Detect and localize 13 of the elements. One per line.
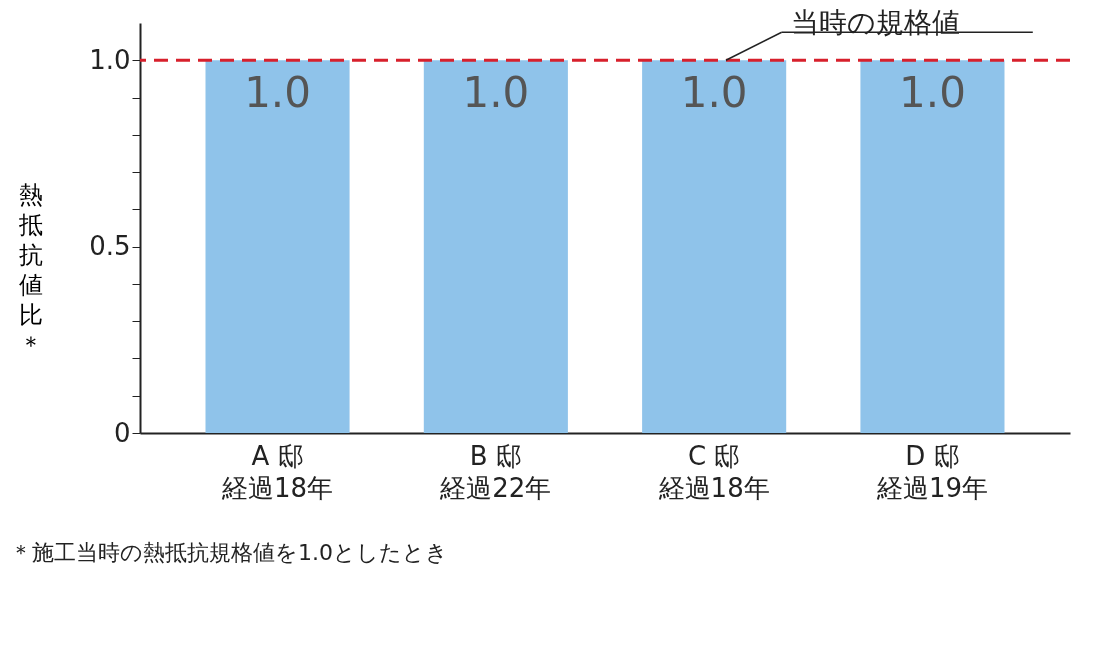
y-tick-label: 0 <box>113 417 131 448</box>
y-tick-label: 1.0 <box>89 44 131 75</box>
x-tick-label: A 邸経過18年 <box>220 440 334 503</box>
data-label: 1.0 <box>899 68 966 118</box>
y-axis-title: 熱抵抗値比＊ <box>17 180 43 359</box>
data-label: 1.0 <box>244 68 311 118</box>
x-tick-label: B 邸経過22年 <box>439 440 552 503</box>
text: ＊施工当時の熱抵抗規格値を1.0としたとき <box>10 540 448 565</box>
x-tick-label: C 邸経過18年 <box>657 440 770 503</box>
y-tick-label: 0.5 <box>89 231 131 262</box>
data-label: 1.0 <box>680 68 748 118</box>
data-label: 1.0 <box>462 68 530 118</box>
x-tick-label: D 邸経過19年 <box>875 440 989 503</box>
